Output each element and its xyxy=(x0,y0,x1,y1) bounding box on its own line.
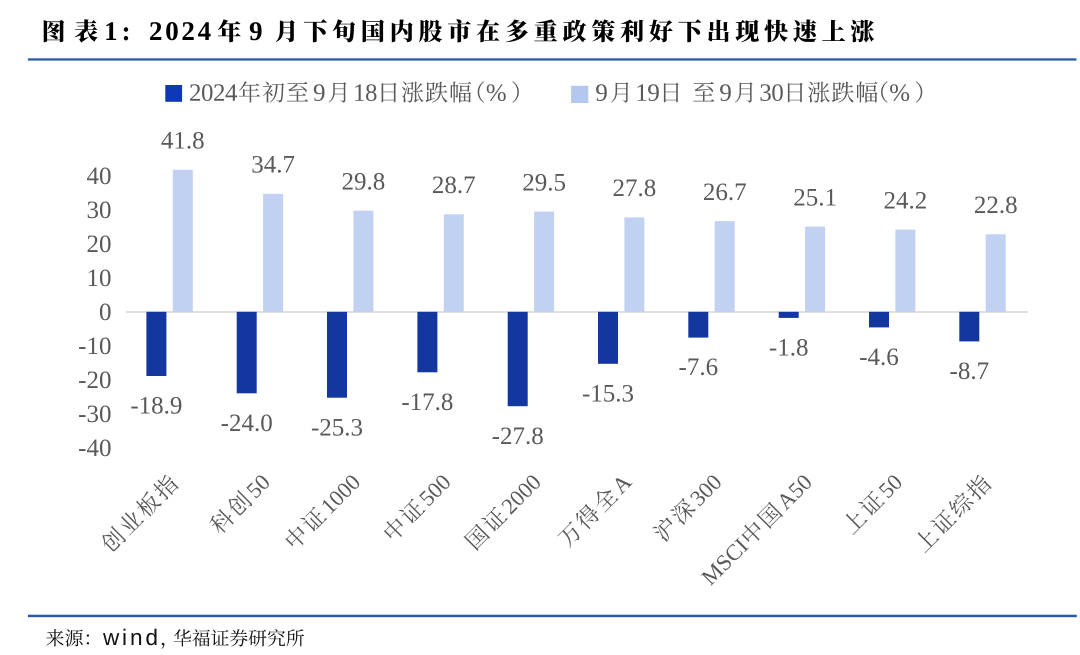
svg-text:-27.8: -27.8 xyxy=(492,423,544,450)
svg-text:-10: -10 xyxy=(78,333,111,360)
svg-text:40: 40 xyxy=(87,163,112,190)
svg-text:-24.0: -24.0 xyxy=(221,410,273,437)
svg-text:-25.3: -25.3 xyxy=(311,414,363,441)
svg-text:-7.6: -7.6 xyxy=(679,354,719,381)
svg-text:-4.6: -4.6 xyxy=(859,344,899,371)
svg-text:0: 0 xyxy=(99,299,112,326)
svg-text:30: 30 xyxy=(87,197,112,224)
svg-text:34.7: 34.7 xyxy=(251,152,295,179)
svg-text:-15.3: -15.3 xyxy=(582,380,634,407)
svg-text:-18.9: -18.9 xyxy=(130,393,182,420)
svg-text:-17.8: -17.8 xyxy=(401,389,453,416)
svg-text:-8.7: -8.7 xyxy=(950,358,990,385)
svg-text:22.8: 22.8 xyxy=(974,192,1018,219)
svg-text:27.8: 27.8 xyxy=(613,175,657,202)
svg-text:-1.8: -1.8 xyxy=(769,335,809,362)
svg-text:41.8: 41.8 xyxy=(161,128,205,155)
svg-text:29.8: 29.8 xyxy=(342,168,386,195)
svg-text:25.1: 25.1 xyxy=(793,184,837,211)
svg-text:20: 20 xyxy=(87,231,112,258)
svg-text:-30: -30 xyxy=(78,401,111,428)
svg-text:10: 10 xyxy=(87,265,112,292)
svg-text:26.7: 26.7 xyxy=(703,179,747,206)
svg-text:-20: -20 xyxy=(78,367,111,394)
svg-text:28.7: 28.7 xyxy=(432,172,476,199)
svg-text:24.2: 24.2 xyxy=(884,187,928,214)
svg-text:29.5: 29.5 xyxy=(522,169,566,196)
svg-text:-40: -40 xyxy=(78,435,111,462)
